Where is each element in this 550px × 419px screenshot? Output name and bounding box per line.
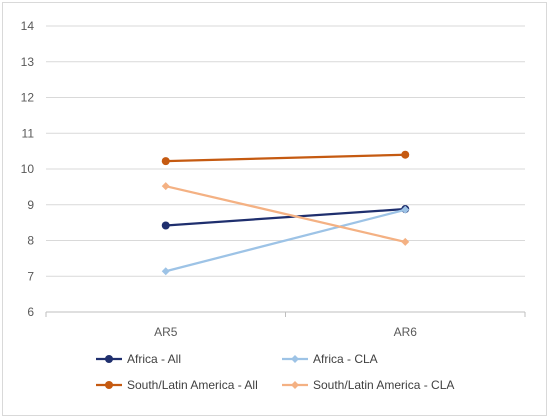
data-point bbox=[161, 267, 170, 276]
series-south-latin-america-all bbox=[161, 150, 410, 166]
legend-item: South/Latin America - All bbox=[96, 378, 258, 392]
legend-label: Africa - All bbox=[127, 352, 181, 366]
x-axis bbox=[45, 311, 526, 317]
y-tick-label: 12 bbox=[21, 91, 35, 105]
data-point bbox=[401, 237, 410, 246]
legend-swatch-marker bbox=[105, 355, 113, 363]
y-tick-label: 6 bbox=[27, 305, 34, 319]
y-tick-label: 11 bbox=[22, 126, 35, 140]
legend-label: South/Latin America - All bbox=[127, 378, 258, 392]
y-axis-ticks: 6 7 8 9 10 11 12 13 14 bbox=[21, 19, 35, 319]
legend-swatch-marker bbox=[105, 381, 113, 389]
legend-swatch-marker bbox=[291, 355, 299, 363]
data-point bbox=[161, 182, 170, 191]
chart-frame bbox=[2, 2, 547, 416]
series-line bbox=[165, 207, 406, 227]
y-tick-label: 7 bbox=[27, 269, 34, 283]
legend-item: Africa - All bbox=[96, 352, 181, 366]
gridlines bbox=[46, 25, 525, 277]
legend-label: South/Latin America - CLA bbox=[313, 378, 454, 392]
x-axis-ticks: AR5 AR6 bbox=[154, 325, 417, 339]
data-point bbox=[161, 221, 170, 230]
series-line bbox=[165, 185, 406, 244]
legend-item: South/Latin America - CLA bbox=[282, 378, 454, 392]
legend: Africa - All Africa - CLA South/Latin Amer… bbox=[96, 352, 454, 392]
series-south-latin-america-cla bbox=[161, 182, 410, 246]
series-line bbox=[165, 208, 406, 273]
legend-label: Africa - CLA bbox=[313, 352, 378, 366]
data-point bbox=[161, 157, 170, 166]
y-tick-label: 9 bbox=[27, 198, 34, 212]
series-africa-cla bbox=[161, 205, 410, 276]
series-group bbox=[161, 150, 410, 276]
y-tick-label: 14 bbox=[21, 19, 35, 33]
series-line bbox=[165, 153, 406, 163]
y-tick-label: 8 bbox=[27, 234, 34, 248]
legend-swatch-marker bbox=[291, 381, 299, 389]
data-point bbox=[401, 150, 410, 159]
y-tick-label: 13 bbox=[21, 55, 35, 69]
x-tick-label: AR5 bbox=[154, 325, 178, 339]
data-point bbox=[401, 205, 410, 214]
legend-item: Africa - CLA bbox=[282, 352, 378, 366]
x-tick-label: AR6 bbox=[394, 325, 418, 339]
y-tick-label: 10 bbox=[21, 162, 35, 176]
